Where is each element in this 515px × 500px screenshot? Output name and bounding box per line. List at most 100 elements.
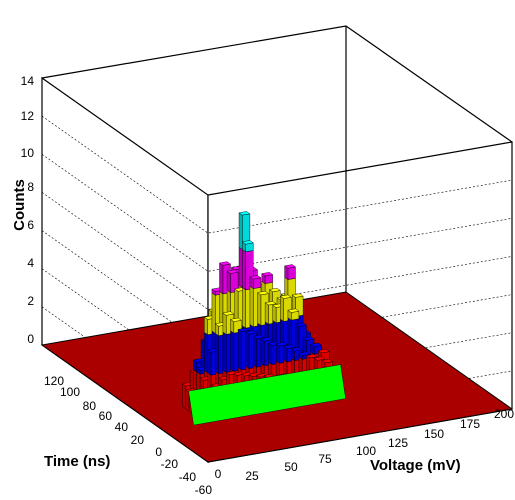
gridline-z-8 (41, 192, 513, 310)
bar-r2-c14-top (294, 322, 308, 327)
bar-r3-c9-l1-side (260, 338, 265, 367)
y-tick-100: 100 (60, 385, 80, 399)
z-tick-2: 2 (27, 294, 34, 308)
bar-r3-c4-l1-side (222, 331, 227, 373)
bar-r2-c4-top (218, 261, 232, 266)
bar-r1-c0-l0-side (185, 389, 190, 412)
bar-r2-c10-top (264, 301, 277, 306)
y-tick-40: 40 (115, 420, 129, 434)
bar-r1-c7-l4-side (238, 212, 243, 250)
x-tick-75: 75 (318, 452, 332, 466)
bar-r2-c2-l2-side (204, 316, 208, 336)
y-tick-0: 0 (155, 445, 162, 459)
x-tick-0: 0 (215, 467, 222, 481)
bar-r3-c8-l1-side (253, 335, 257, 368)
bar-r3-c5-l1-side (230, 330, 235, 372)
bar-r1-c13-l3-front (287, 266, 296, 280)
y-tick-neg40: -40 (179, 470, 197, 484)
z-tick-6: 6 (27, 218, 34, 232)
bar-r3-c11-top (275, 342, 288, 347)
bar-r2-c5-l3-side (226, 270, 231, 293)
bar-r2-c7-top (241, 240, 254, 245)
bar-r1-c11-top (268, 287, 281, 293)
bar-r3-c12-l1-side (283, 345, 288, 363)
bar-r2-c10-l2-side (264, 302, 269, 325)
bar-r2-c17-top (317, 349, 330, 354)
z-axis-ticks: 0 2 4 6 8 10 12 14 (21, 74, 35, 346)
bar-r2-c11-l2-side (272, 304, 277, 324)
bar-r3-c7-top (245, 330, 258, 335)
y-tick-120: 120 (44, 374, 64, 388)
bar-r1-c10-top (261, 272, 274, 277)
x-axis-ticks: 0 25 50 75 100 125 150 175 200 (215, 407, 515, 483)
bar-r2-c16-top (310, 342, 323, 347)
bar-group (181, 211, 346, 426)
y-axis-title: Time (ns) (44, 453, 110, 470)
bar-r2-c8-l2-side (249, 285, 254, 328)
y-axis-ticks: 120 100 80 60 40 20 0 -20 -40 -60 (44, 374, 212, 497)
bar-r2-c15-top (302, 336, 315, 341)
bar-r1-c10-l3-front (264, 274, 273, 284)
bar-r2-c7-l2-side (242, 287, 246, 329)
x-tick-200: 200 (494, 407, 514, 421)
y-tick-60: 60 (99, 409, 113, 423)
y-tick-20: 20 (131, 433, 145, 447)
x-tick-175: 175 (460, 417, 480, 431)
bar-r2-c4-l3-side (219, 262, 224, 295)
bar-r3-c8-top (252, 334, 265, 339)
bar-r2-c3-l2-side (211, 292, 216, 334)
bar-r2-c13-top (287, 308, 300, 313)
x-tick-25: 25 (245, 469, 259, 483)
x-tick-100: 100 (356, 444, 376, 458)
bar-r2-c9-top (256, 290, 270, 296)
bar-r3-c13-top (290, 347, 303, 352)
bar-r1-c7-top (238, 211, 251, 216)
bar-r1-c14-top (291, 293, 304, 298)
y-tick-80: 80 (83, 399, 97, 413)
bar-r3-c10-l1-side (268, 342, 272, 365)
bar-r3-c6-l1-side (237, 329, 242, 371)
bar-r1-c2-l1-side (200, 339, 205, 371)
x-tick-50: 50 (284, 460, 298, 474)
bar-r3-c3-l1-side (215, 333, 219, 375)
gridline-z-6 (41, 230, 513, 348)
gridline-z-10 (41, 154, 513, 272)
z-tick-0: 0 (27, 332, 34, 346)
z-tick-4: 4 (27, 256, 34, 270)
bar-r3-c14-top (298, 351, 311, 356)
bar-r2-c7-l3-side (242, 249, 246, 291)
bar-r3-c4-top (222, 311, 235, 316)
bar-r3-c11-l1-side (275, 343, 280, 364)
bar-r3-c9-top (260, 337, 273, 342)
bar-r2-c12-top (279, 294, 292, 299)
bar-r2-c13-l2-front (291, 310, 300, 321)
bar-r2-c8-top (249, 275, 262, 280)
bar-r3-c2-l1-side (207, 349, 212, 376)
bar-r3-c15-top (305, 354, 318, 359)
z-axis-title: Counts (11, 179, 28, 231)
bar-r2-c5-top (226, 269, 239, 274)
green-band (188, 364, 346, 426)
y-tick-neg60: -60 (195, 483, 213, 497)
bar-r3-c17-top (321, 359, 334, 364)
z-tick-14: 14 (21, 74, 35, 88)
bar-r2-c12-l2-side (280, 295, 284, 322)
bar-r1-c13-top (284, 264, 297, 269)
z-tick-12: 12 (21, 109, 35, 123)
bar-r3-c5-top (229, 317, 242, 322)
x-tick-150: 150 (424, 427, 444, 441)
gridline-z-12 (41, 115, 513, 234)
bar-r1-c7-l3-side (238, 246, 243, 288)
y-tick-neg20: -20 (161, 457, 179, 471)
bar-r3-c12-top (283, 344, 296, 349)
bar-r2-c8-l3-front (253, 277, 262, 289)
front-frame (41, 25, 513, 143)
x-tick-125: 125 (388, 436, 408, 450)
bar-r3-c7-l1-side (245, 331, 250, 369)
bar-r2-c9-l2-side (257, 292, 262, 326)
bar-r3-c6-top (237, 327, 250, 332)
bar-r0-c0-l0-side (182, 383, 187, 410)
x-axis-title: Voltage (mV) (370, 457, 461, 474)
z-tick-8: 8 (27, 180, 34, 194)
